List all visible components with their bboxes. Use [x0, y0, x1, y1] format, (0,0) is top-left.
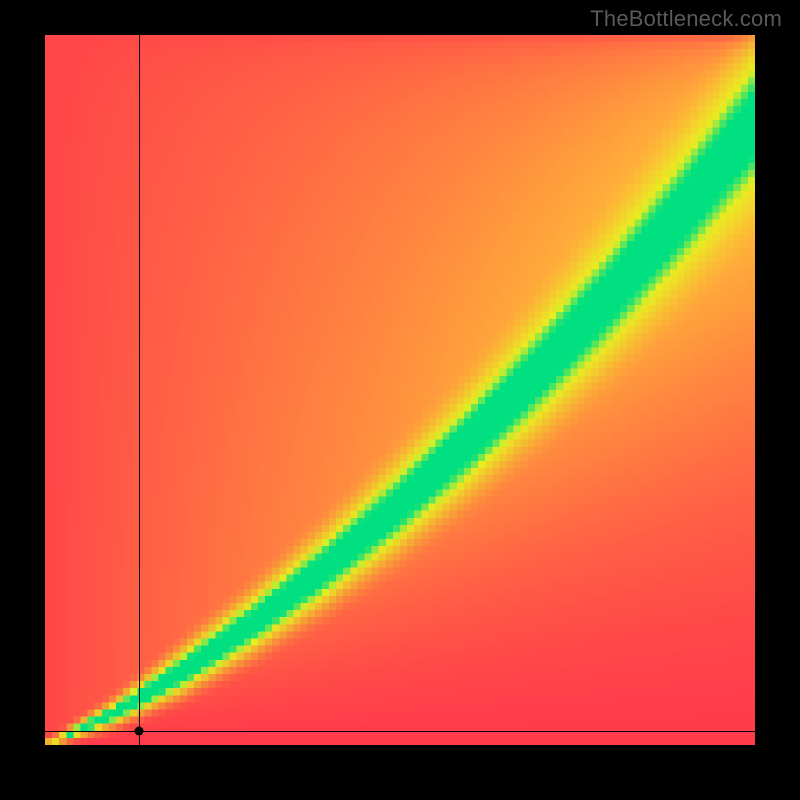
- y-axis-arrow-icon: [27, 25, 37, 35]
- crosshair-vertical: [139, 35, 140, 745]
- watermark-text: TheBottleneck.com: [590, 6, 782, 32]
- heatmap-plot-area: [45, 35, 755, 745]
- x-axis-arrow-icon: [770, 754, 780, 764]
- x-axis-line: [45, 758, 770, 760]
- y-axis-line: [31, 35, 33, 760]
- figure-root: TheBottleneck.com: [0, 0, 800, 800]
- marker-dot: [134, 726, 143, 735]
- crosshair-horizontal: [45, 731, 755, 732]
- heatmap-canvas: [45, 35, 755, 745]
